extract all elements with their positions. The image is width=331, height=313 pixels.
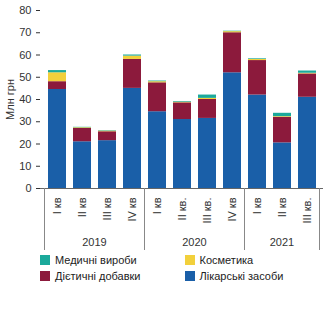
svg-text:Млн грн: Млн грн bbox=[4, 79, 16, 120]
svg-text:2021: 2021 bbox=[270, 236, 294, 248]
html-text:Дієтичні добавки: Дієтичні добавки bbox=[55, 270, 141, 282]
svg-text:I кв: I кв bbox=[251, 197, 263, 214]
svg-text:20: 20 bbox=[19, 138, 31, 150]
svg-text:IV кв: IV кв bbox=[126, 197, 138, 221]
html-text:Медичні вироби: Медичні вироби bbox=[55, 254, 137, 266]
svg-text:2019: 2019 bbox=[82, 236, 106, 248]
svg-text:10: 10 bbox=[19, 160, 31, 172]
html-text:Лікарські засоби: Лікарські засоби bbox=[199, 270, 284, 282]
svg-text:II кв: II кв bbox=[276, 197, 288, 217]
svg-text:II кв.: II кв. bbox=[176, 198, 188, 221]
svg-text:80: 80 bbox=[19, 4, 31, 16]
svg-text:II кв: II кв bbox=[76, 197, 88, 217]
svg-text:I кв: I кв bbox=[151, 197, 163, 214]
svg-text:I кв: I кв bbox=[51, 197, 63, 214]
svg-text:III кв: III кв bbox=[101, 197, 113, 220]
svg-text:40: 40 bbox=[19, 93, 31, 105]
svg-text:0: 0 bbox=[25, 182, 31, 194]
svg-text:50: 50 bbox=[19, 71, 31, 83]
html-text:Косметика: Косметика bbox=[199, 254, 254, 266]
svg-text:30: 30 bbox=[19, 115, 31, 127]
svg-text:2020: 2020 bbox=[182, 236, 206, 248]
svg-text:III кв.: III кв. bbox=[201, 198, 213, 224]
svg-text:III кв.: III кв. bbox=[301, 198, 313, 224]
svg-text:IV кв: IV кв bbox=[226, 197, 238, 221]
svg-text:60: 60 bbox=[19, 49, 31, 61]
svg-text:70: 70 bbox=[19, 26, 31, 38]
